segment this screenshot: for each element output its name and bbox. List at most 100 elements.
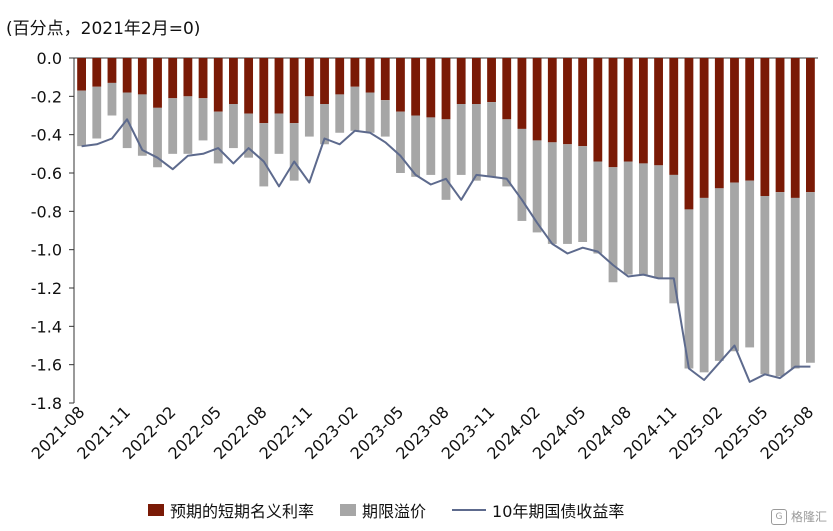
bar-short-rate: [77, 58, 86, 91]
bar-short-rate: [259, 58, 269, 124]
bar-short-rate: [335, 58, 345, 95]
bar-short-rate: [365, 58, 375, 93]
bar-term-premium: [669, 174, 679, 304]
y-tick-label: -0.2: [31, 87, 62, 106]
bar-term-premium: [198, 98, 208, 141]
bar-term-premium: [335, 94, 345, 133]
bar-short-rate: [168, 58, 178, 99]
bar-short-rate: [304, 58, 314, 97]
bar-term-premium: [244, 113, 254, 158]
legend-item-short-rate: 预期的短期名义利率: [148, 498, 314, 522]
line-10y-yield: [81, 118, 811, 383]
bar-term-premium: [638, 163, 648, 275]
bar-term-premium: [806, 192, 815, 363]
bar-short-rate: [669, 58, 679, 175]
bar-short-rate: [775, 58, 785, 193]
bar-term-premium: [259, 123, 269, 187]
bar-term-premium: [714, 188, 724, 361]
y-tick-label: -1.4: [31, 317, 62, 336]
bar-short-rate: [563, 58, 572, 145]
bar-term-premium: [745, 180, 755, 348]
bar-term-premium: [92, 86, 102, 139]
bar-short-rate: [137, 58, 147, 95]
bar-term-premium: [578, 146, 588, 242]
bar-term-premium: [760, 196, 770, 375]
y-tick-label: 0.0: [37, 49, 62, 68]
bar-term-premium: [730, 182, 739, 352]
legend-swatch-10y-yield: [452, 509, 487, 511]
bar-short-rate: [183, 58, 193, 97]
bar-term-premium: [441, 119, 451, 200]
bar-short-rate: [623, 58, 633, 162]
bar-short-rate: [198, 58, 208, 99]
watermark-logo-icon: G: [770, 508, 787, 525]
bar-term-premium: [168, 98, 178, 154]
bar-short-rate: [760, 58, 770, 196]
bar-term-premium: [289, 123, 299, 181]
bar-short-rate: [608, 58, 618, 168]
y-tick-label: -0.4: [31, 126, 62, 145]
bar-short-rate: [517, 58, 527, 129]
y-tick-label: -0.6: [31, 164, 62, 183]
bar-short-rate: [213, 58, 223, 112]
bar-term-premium: [411, 115, 421, 177]
watermark: G 格隆汇: [770, 508, 827, 525]
bar-short-rate: [92, 58, 102, 87]
bar-term-premium: [365, 92, 375, 133]
legend-label-10y-yield: 10年期国债收益率: [492, 502, 625, 521]
bar-term-premium: [380, 100, 390, 137]
bar-term-premium: [137, 94, 147, 156]
bar-short-rate: [107, 58, 117, 83]
bar-short-rate: [578, 58, 588, 147]
legend-item-10y-yield: 10年期国债收益率: [452, 498, 624, 522]
legend-label-short-rate: 预期的短期名义利率: [170, 502, 315, 521]
bar-short-rate: [730, 58, 739, 183]
bar-short-rate: [699, 58, 709, 198]
bar-term-premium: [487, 102, 496, 177]
legend-swatch-term-premium: [340, 504, 357, 516]
bar-term-premium: [471, 104, 481, 181]
bar-short-rate: [274, 58, 284, 114]
y-tick-label: -1.6: [31, 356, 62, 375]
bar-short-rate: [320, 58, 329, 104]
watermark-text: 格隆汇: [790, 510, 827, 524]
bar-short-rate: [502, 58, 512, 120]
bar-short-rate: [638, 58, 648, 164]
bar-short-rate: [684, 58, 694, 210]
bar-short-rate: [593, 58, 603, 162]
bar-short-rate: [806, 58, 815, 193]
bar-term-premium: [502, 119, 512, 187]
bar-term-premium: [790, 197, 800, 369]
bar-term-premium: [699, 197, 709, 373]
bar-term-premium: [547, 142, 557, 244]
bar-short-rate: [471, 58, 481, 104]
bar-term-premium: [623, 161, 633, 275]
bar-short-rate: [745, 58, 755, 181]
legend-label-term-premium: 期限溢价: [362, 502, 427, 521]
y-tick-label: -1.2: [31, 279, 62, 298]
bar-term-premium: [775, 192, 785, 377]
legend: 预期的短期名义利率 期限溢价 10年期国债收益率: [148, 498, 650, 522]
bar-term-premium: [274, 113, 284, 154]
bar-short-rate: [122, 58, 132, 93]
bar-short-rate: [714, 58, 724, 189]
bar-term-premium: [304, 96, 314, 137]
bar-term-premium: [183, 96, 193, 154]
legend-item-term-premium: 期限溢价: [340, 498, 426, 522]
bar-short-rate: [532, 58, 542, 141]
bar-short-rate: [456, 58, 466, 104]
bar-term-premium: [563, 144, 572, 244]
bar-short-rate: [350, 58, 360, 87]
bar-short-rate: [289, 58, 299, 124]
bar-term-premium: [350, 86, 360, 131]
bar-term-premium: [213, 111, 223, 164]
y-tick-label: -1.0: [31, 241, 62, 260]
bar-term-premium: [654, 165, 663, 279]
unit-label: (百分点，2021年2月=0): [6, 19, 201, 39]
bar-term-premium: [593, 161, 603, 254]
bar-term-premium: [229, 104, 238, 149]
bar-short-rate: [380, 58, 390, 101]
y-tick-label: -0.8: [31, 202, 62, 221]
bar-term-premium: [608, 167, 618, 283]
